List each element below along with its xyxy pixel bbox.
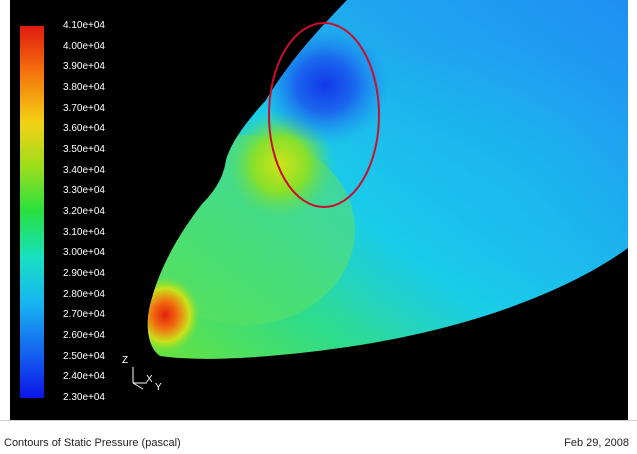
colorbar-tick-label: 2.30e+04 <box>63 392 105 403</box>
colorbar-tick-label: 3.10e+04 <box>63 226 105 238</box>
colorbar-tick-label: 3.80e+04 <box>63 82 105 93</box>
axis-y-label: Y <box>155 382 162 393</box>
colorbar-tick-label: 3.00e+04 <box>63 247 105 259</box>
colorbar-tick-label: 2.70e+04 <box>63 309 105 321</box>
axes-triad-icon <box>132 367 147 390</box>
colorbar-tick-label: 2.80e+04 <box>63 288 105 300</box>
colorbar-tick-label: 3.90e+04 <box>63 61 105 73</box>
colorbar-tick-label: 2.50e+04 <box>63 350 105 362</box>
axis-z-label: Z <box>122 355 129 366</box>
axis-x-label: X <box>146 374 153 385</box>
colorbar-tick-label: 3.50e+04 <box>63 144 105 155</box>
contour-plot <box>20 0 628 398</box>
graphics-viewport[interactable]: 4.10e+04 4.00e+04 3.90e+04 3.80e+04 3.70e+04… <box>10 0 628 420</box>
colorbar-tick-label: 3.40e+04 <box>63 164 105 176</box>
colorbar-legend: 4.10e+04 4.00e+04 3.90e+04 3.80e+04 3.70e+04… <box>20 20 130 403</box>
colorbar-gradient <box>20 26 44 398</box>
colorbar-tick-label: 4.10e+04 <box>63 20 105 31</box>
colorbar-tick-label: 4.00e+04 <box>63 40 105 52</box>
annotation-ellipse <box>268 22 380 208</box>
colorbar-tick-label: 3.20e+04 <box>63 206 105 217</box>
plot-date: Feb 29, 2008 <box>564 437 629 449</box>
caption-bar: Contours of Static Pressure (pascal) Feb… <box>0 420 637 454</box>
colorbar-tick-label: 2.40e+04 <box>63 371 105 383</box>
colorbar-tick-label: 3.30e+04 <box>63 185 105 197</box>
colorbar-tick-label: 2.90e+04 <box>63 268 105 279</box>
colorbar-tick-label: 3.70e+04 <box>63 102 105 114</box>
plot-title: Contours of Static Pressure (pascal) <box>4 437 181 449</box>
colorbar-tick-label: 2.60e+04 <box>63 330 105 341</box>
colorbar-tick-label: 3.60e+04 <box>63 123 105 135</box>
axes-triad: Z X Y <box>121 355 171 400</box>
